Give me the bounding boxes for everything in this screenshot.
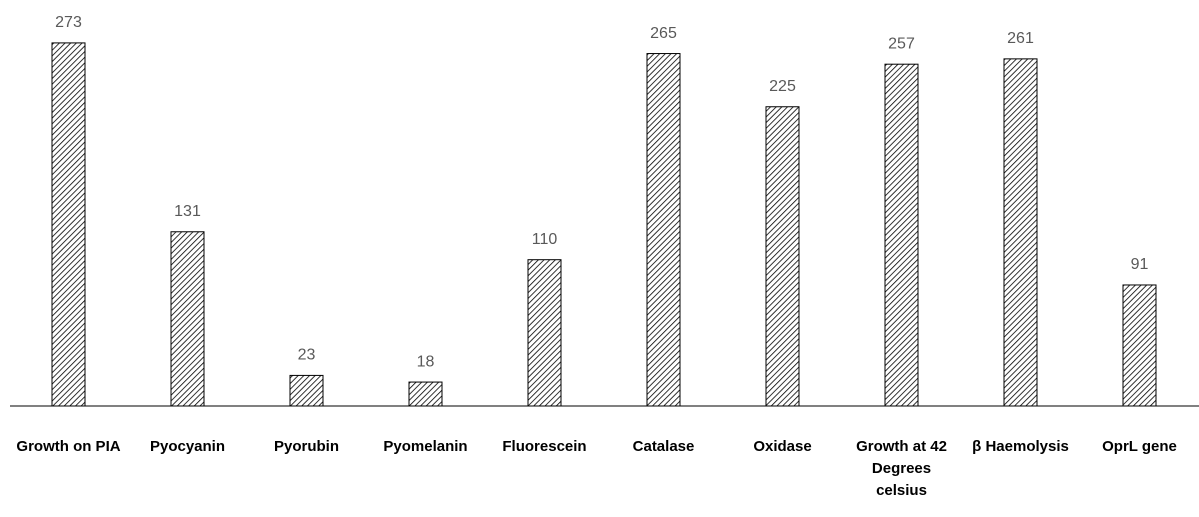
x-tick-label: Fluorescein	[502, 438, 587, 455]
x-tick-label: Catalase	[632, 438, 695, 455]
x-tick-label: β Haemolysis	[972, 438, 1069, 455]
bar	[527, 259, 562, 407]
x-tick-label: Growth on PIA	[16, 438, 121, 455]
value-label: 261	[1007, 30, 1034, 47]
bar	[1003, 58, 1038, 407]
value-label: 265	[650, 25, 677, 42]
bar	[765, 106, 800, 407]
x-tick-label: Growth at 42 Degrees celsius	[856, 438, 947, 499]
value-label: 18	[417, 353, 435, 370]
bar	[170, 231, 205, 407]
value-label: 225	[769, 78, 796, 95]
bar	[884, 63, 919, 407]
bar	[646, 53, 681, 407]
x-tick-label: Pyocyanin	[149, 438, 226, 455]
value-label: 273	[55, 14, 82, 31]
value-label: 23	[298, 347, 316, 364]
bar	[289, 374, 324, 407]
value-label: 257	[888, 35, 915, 52]
value-label: 91	[1131, 256, 1149, 273]
x-tick-label: OprL gene	[1102, 438, 1177, 455]
x-tick-label: Pyomelanin	[383, 438, 468, 455]
bar	[51, 42, 86, 407]
value-label: 110	[532, 231, 558, 248]
bar	[408, 381, 443, 407]
value-label: 131	[174, 203, 201, 220]
x-tick-label: Oxidase	[753, 438, 812, 455]
bar	[1122, 284, 1157, 407]
x-tick-label: Pyorubin	[273, 438, 339, 455]
